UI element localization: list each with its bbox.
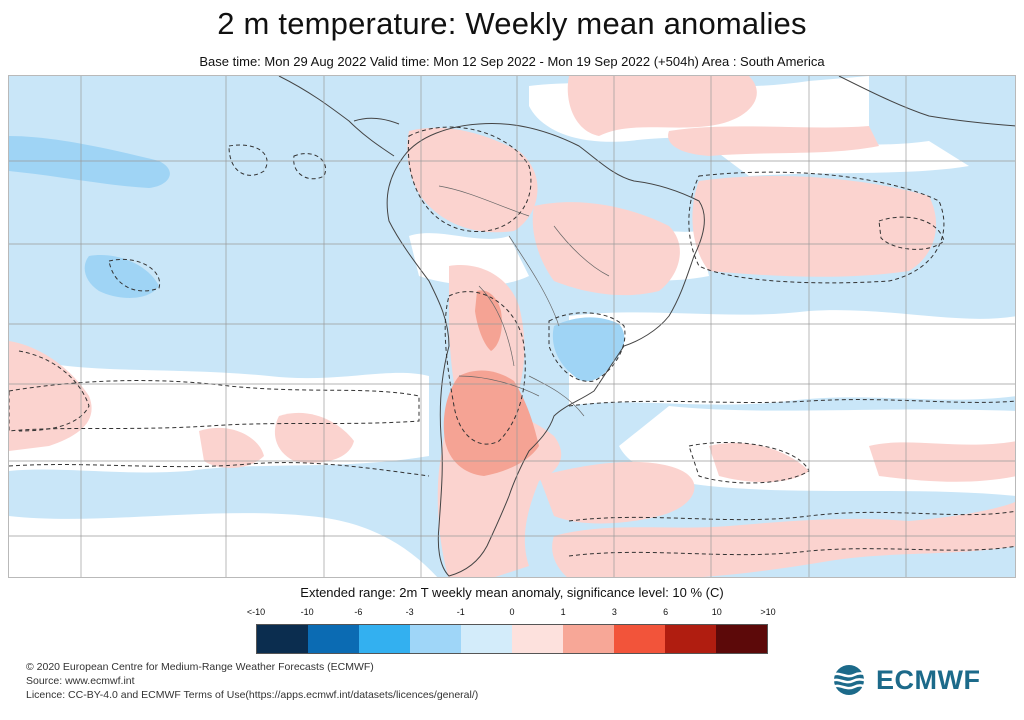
map-canvas [9,76,1015,577]
legend-colorbar [256,624,768,654]
africa-coastline [838,76,1015,127]
warm-anomaly-medium [443,290,539,476]
legend-tick-label: 3 [611,607,617,617]
legend-swatch [614,625,665,653]
lat-lon-grid [9,76,1015,577]
ecmwf-logo-text: ECMWF [876,664,981,695]
legend-swatch [257,625,308,653]
legend-tick-label: -3 [405,607,414,617]
legend-swatch [308,625,359,653]
credits-licence: Licence: CC-BY-4.0 and ECMWF Terms of Us… [26,689,479,701]
chart-subtitle: Base time: Mon 29 Aug 2022 Valid time: M… [199,54,825,69]
cool-anomaly-medium [9,136,625,382]
central-america-coastline [278,76,400,157]
legend-tick-label: 0 [509,607,515,617]
legend-tick-label: -10 [300,607,314,617]
anomaly-map [8,75,1016,578]
country-borders [438,185,610,417]
legend-swatch [665,625,716,653]
legend-swatch [461,625,512,653]
legend-tick-label: <-10 [246,607,266,617]
legend-tick-label: 1 [560,607,566,617]
ecmwf-logo: ECMWF [828,663,980,697]
legend-swatch [716,625,767,653]
legend-tick-label: -6 [354,607,363,617]
legend-tick-label: 10 [711,607,722,617]
south-america-coastline [386,122,705,577]
legend-swatch [359,625,410,653]
credits-source: Source: www.ecmwf.int [26,675,135,687]
legend-tick-label: -1 [456,607,465,617]
legend-swatch [512,625,563,653]
credits: © 2020 European Centre for Medium-Range … [26,660,478,702]
legend-title: Extended range: 2m T weekly mean anomaly… [300,585,724,600]
chart-title: 2 m temperature: Weekly mean anomalies [217,6,807,41]
ecmwf-logo-icon [830,665,869,695]
legend-swatch [410,625,461,653]
legend-tick-label: 6 [663,607,669,617]
credits-copyright: © 2020 European Centre for Medium-Range … [26,661,374,673]
legend-tick-label: >10 [760,607,776,617]
legend-swatch [563,625,614,653]
